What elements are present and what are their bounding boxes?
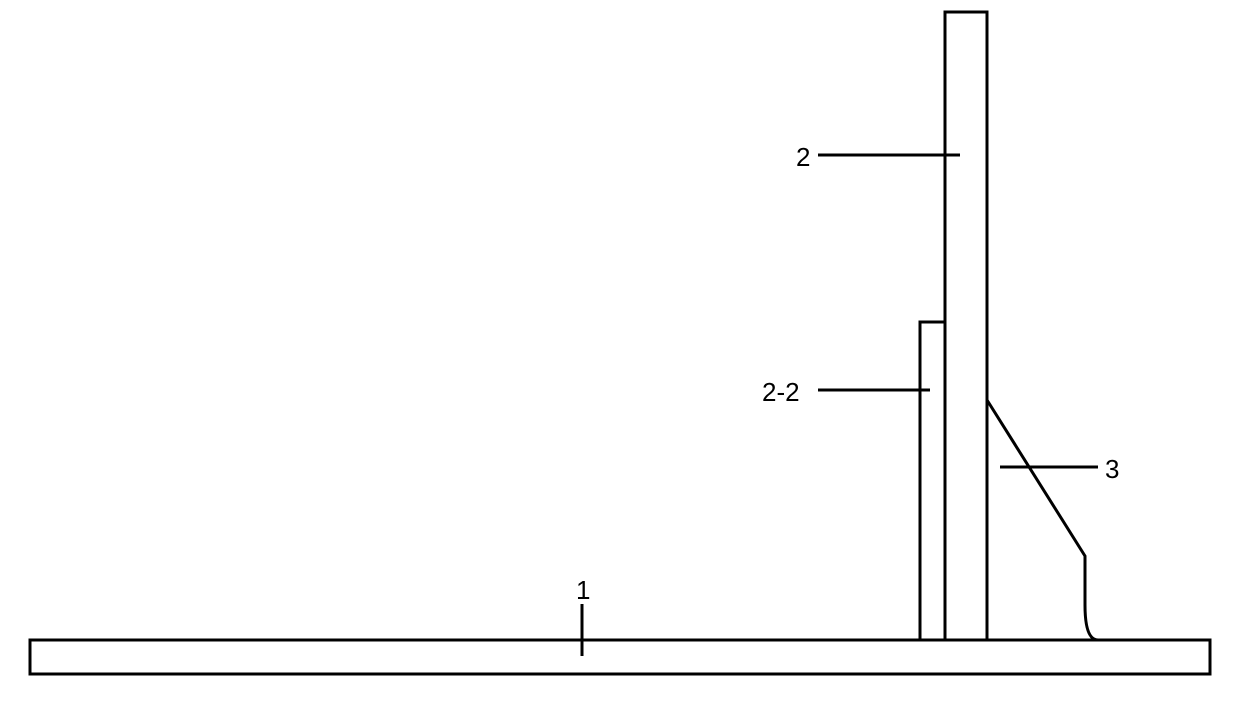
- secondary-vertical-post: [920, 322, 945, 640]
- label-2: 2: [796, 142, 810, 173]
- label-2-2: 2-2: [762, 377, 800, 408]
- main-vertical-post: [945, 12, 987, 640]
- technical-diagram: [0, 0, 1240, 702]
- base-plate: [30, 640, 1210, 674]
- label-3: 3: [1105, 454, 1119, 485]
- label-1: 1: [576, 575, 590, 606]
- diagonal-brace: [987, 400, 1098, 640]
